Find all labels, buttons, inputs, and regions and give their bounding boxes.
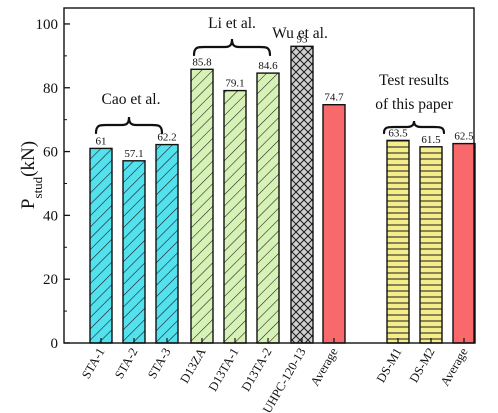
- labels-layer: STA-1 STA-2 STA-3 D13ZAD13TA-1D13TA-2UHPC-1…: [79, 345, 471, 413]
- bar-average-10: [452, 142, 476, 344]
- data-label: 93: [297, 33, 309, 45]
- data-label: 62.2: [157, 132, 176, 144]
- bar-d13za-3: [190, 68, 214, 344]
- y-axis-label: Pstud(kN): [18, 141, 45, 209]
- data-label: 79.1: [225, 78, 244, 90]
- x-tick-label: D13TA-2: [239, 346, 275, 394]
- bar-ds-m2-9: [419, 146, 443, 344]
- data-label: 74.7: [324, 92, 344, 104]
- y-tick-label: 80: [43, 81, 58, 97]
- x-tick-label: STA-3: [145, 346, 174, 382]
- x-tick-label: STA-2: [112, 346, 141, 382]
- data-label: 61: [96, 135, 107, 147]
- bar-sta-2-1: [122, 160, 146, 344]
- annotation-text: Li et al.: [208, 15, 256, 32]
- data-label: 62.5: [454, 131, 474, 143]
- annotation-text: Wu et al.: [272, 25, 328, 42]
- annotation-brace: [382, 120, 446, 135]
- y-axis-title: Pstud(kN): [18, 141, 45, 209]
- x-tick-label: Average: [308, 345, 341, 388]
- data-label: 85.8: [192, 56, 212, 68]
- y-tick-label: 40: [43, 208, 58, 224]
- annotation-text: of this paper: [375, 96, 453, 113]
- y-tick-label: 100: [36, 17, 59, 33]
- bar-sta-3-2: [155, 143, 179, 344]
- x-tick-label: Average: [438, 345, 471, 388]
- y-tick-label: 0: [51, 336, 59, 352]
- y-tick-label: 60: [43, 145, 58, 161]
- bars-layer: 61 57.1 62.2 85.8 79.1 84.6 93 74.7 63.5 61.5 62.5: [89, 33, 476, 344]
- data-label: 84.6: [258, 60, 278, 72]
- plot-frame: [63, 7, 475, 344]
- data-label: 61.5: [421, 134, 441, 146]
- ticks-layer: 0 20 40 60 80 100: [36, 17, 465, 352]
- bar-d13ta-1-4: [223, 89, 247, 344]
- axes-layer: [63, 7, 475, 344]
- y-tick-label: 20: [43, 272, 58, 288]
- bar-sta-1-0: [89, 147, 113, 344]
- x-tick-label: D13TA-1: [206, 346, 242, 394]
- data-label: 63.5: [388, 127, 408, 139]
- data-label: 57.1: [124, 148, 143, 160]
- annotation-brace: [192, 38, 272, 57]
- x-tick-label: STA-1: [79, 346, 108, 382]
- bar-d13ta-2-5: [256, 72, 280, 344]
- annotations-layer: Cao et al. Li et al. Wu et al. Test results…: [94, 15, 454, 135]
- bar-ds-m1-8: [386, 139, 410, 344]
- bar-uhpc-120-13-6: [290, 45, 314, 344]
- x-tick-label: DS-M1: [374, 346, 405, 385]
- annotation-text: Cao et al.: [102, 91, 161, 108]
- bar-average-7: [322, 103, 346, 344]
- x-tick-label: D13ZA: [177, 346, 208, 386]
- annotation-text: Test results: [379, 72, 449, 89]
- annotation-brace: [94, 116, 164, 135]
- x-tick-label: DS-M2: [407, 346, 438, 385]
